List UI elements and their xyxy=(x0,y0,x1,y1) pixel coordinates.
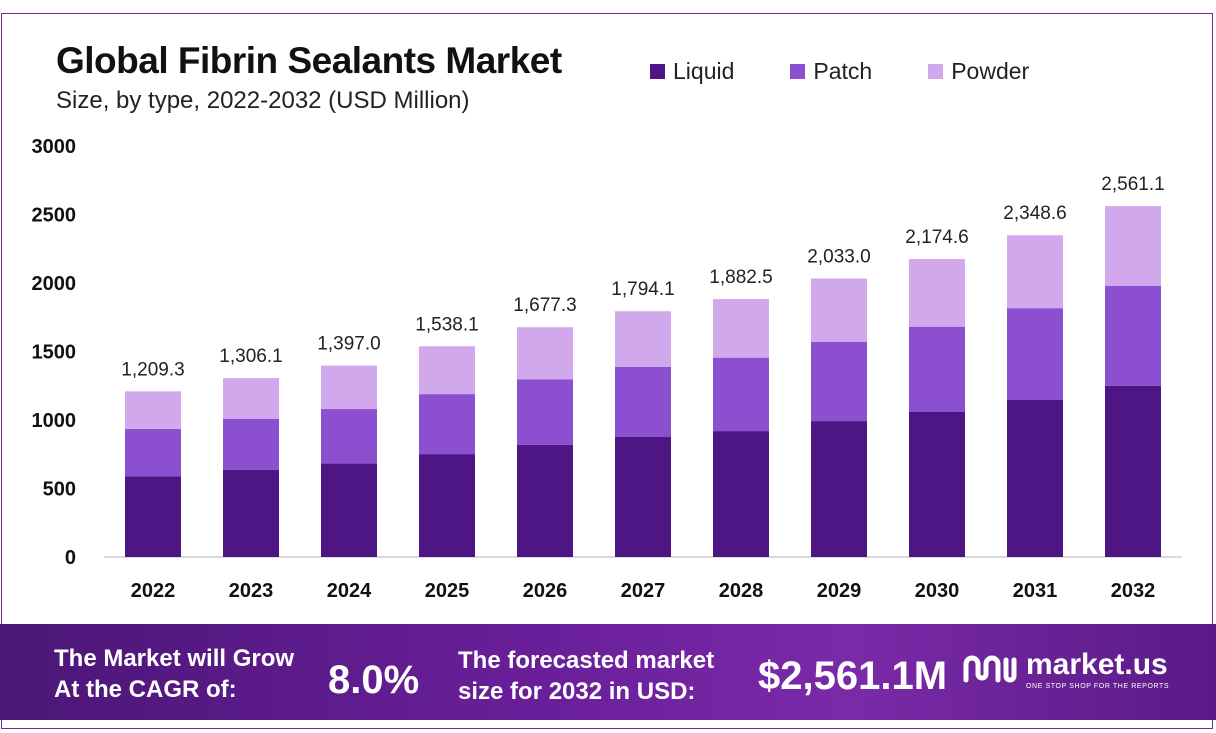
bar-total-label: 1,882.5 xyxy=(709,267,772,288)
legend-item-patch: Patch xyxy=(790,58,872,85)
bar-segment-liquid xyxy=(615,436,671,557)
bar-segment-patch xyxy=(1105,285,1161,386)
forecast-value: $2,561.1M xyxy=(758,654,948,698)
bar-total-label: 2,348.6 xyxy=(1003,203,1066,224)
legend-swatch-powder xyxy=(928,64,944,79)
x-tick-label: 2026 xyxy=(523,580,568,602)
forecast-label-line2: size for 2032 in USD: xyxy=(458,678,696,705)
legend: Liquid Patch Powder xyxy=(650,58,1085,85)
bar-segment-powder xyxy=(125,391,181,429)
bar-segment-powder xyxy=(1007,235,1063,309)
legend-label-powder: Powder xyxy=(951,58,1030,84)
logo-tagline: ONE STOP SHOP FOR THE REPORTS xyxy=(1026,683,1170,690)
y-tick-label: 1000 xyxy=(32,410,77,432)
bar-segment-powder xyxy=(615,311,671,367)
bar-total-label: 2,033.0 xyxy=(807,246,870,267)
y-tick-label: 500 xyxy=(43,479,76,501)
bar-total-label: 1,397.0 xyxy=(317,334,380,355)
bar-segment-patch xyxy=(615,366,671,437)
bar-segment-liquid xyxy=(1007,399,1063,557)
bar-segment-powder xyxy=(517,327,573,380)
bar-segment-patch xyxy=(909,326,965,412)
y-tick-label: 2000 xyxy=(32,273,77,295)
bar-segment-patch xyxy=(1007,308,1063,400)
y-tick-label: 1500 xyxy=(32,342,77,364)
bar-total-label: 1,677.3 xyxy=(513,295,576,316)
y-tick-label: 2500 xyxy=(32,205,77,227)
bar-segment-powder xyxy=(419,346,475,395)
bar-segment-patch xyxy=(419,394,475,455)
forecast-label: The forecasted market size for 2032 in U… xyxy=(458,645,714,707)
bar-segment-patch xyxy=(811,341,867,422)
bar-total-label: 1,209.3 xyxy=(121,359,184,380)
bar-segment-liquid xyxy=(811,421,867,557)
x-tick-label: 2025 xyxy=(425,580,470,602)
bar-total-label: 1,794.1 xyxy=(611,279,674,300)
bar-segment-powder xyxy=(321,365,377,410)
bar-segment-patch xyxy=(223,418,279,470)
bar-segment-powder xyxy=(713,299,769,358)
chart-title: Global Fibrin Sealants Market xyxy=(56,40,562,81)
cagr-label: The Market will Grow At the CAGR of: xyxy=(54,643,294,705)
market-us-logo[interactable]: market.us ONE STOP SHOP FOR THE REPORTS xyxy=(962,650,1169,690)
x-tick-label: 2022 xyxy=(131,580,176,602)
bar-total-label: 2,561.1 xyxy=(1101,174,1164,195)
x-tick-label: 2027 xyxy=(621,580,666,602)
legend-label-liquid: Liquid xyxy=(673,58,735,84)
bar-segment-powder xyxy=(1105,206,1161,286)
forecast-label-line1: The forecasted market xyxy=(458,647,715,674)
x-tick-label: 2023 xyxy=(229,580,274,602)
bar-segment-patch xyxy=(713,357,769,432)
market-us-logo-icon xyxy=(963,655,1017,683)
bar-segment-liquid xyxy=(223,469,279,557)
bar-segment-liquid xyxy=(517,444,573,557)
bar-segment-liquid xyxy=(1105,385,1161,557)
cagr-label-line1: The Market will Grow xyxy=(54,645,295,672)
bar-segment-patch xyxy=(517,379,573,445)
y-tick-label: 0 xyxy=(65,547,76,569)
legend-label-patch: Patch xyxy=(813,58,873,84)
logo-name: market.us xyxy=(1026,648,1168,681)
x-tick-label: 2030 xyxy=(915,580,960,602)
bar-segment-powder xyxy=(811,278,867,342)
x-tick-label: 2032 xyxy=(1111,580,1156,602)
legend-swatch-liquid xyxy=(650,64,665,79)
bar-segment-patch xyxy=(321,409,377,464)
legend-item-powder: Powder xyxy=(928,58,1029,85)
x-tick-label: 2031 xyxy=(1013,580,1058,602)
bar-segment-liquid xyxy=(419,454,475,557)
x-tick-label: 2028 xyxy=(719,580,764,602)
x-tick-label: 2029 xyxy=(817,580,862,602)
bar-segment-powder xyxy=(909,259,965,327)
y-tick-label: 3000 xyxy=(32,136,77,158)
bar-segment-liquid xyxy=(321,463,377,557)
bar-total-label: 1,306.1 xyxy=(219,346,282,367)
legend-swatch-patch xyxy=(790,64,806,79)
cagr-value: 8.0% xyxy=(328,658,420,702)
bar-segment-liquid xyxy=(713,431,769,557)
cagr-label-line2: At the CAGR of: xyxy=(54,676,237,703)
bar-segment-liquid xyxy=(909,411,965,557)
bar-segment-patch xyxy=(125,428,181,477)
bar-segment-liquid xyxy=(125,476,181,557)
chart-subtitle: Size, by type, 2022-2032 (USD Million) xyxy=(56,87,470,114)
bar-total-label: 1,538.1 xyxy=(415,314,478,335)
legend-item-liquid: Liquid xyxy=(650,58,734,85)
bar-total-label: 2,174.6 xyxy=(905,227,968,248)
x-tick-label: 2024 xyxy=(327,580,372,602)
bar-segment-powder xyxy=(223,378,279,419)
stacked-bar-chart: 0 500 1000 1500 2000 2500 3000 1,209.3 2022 1,306… xyxy=(32,136,1182,602)
